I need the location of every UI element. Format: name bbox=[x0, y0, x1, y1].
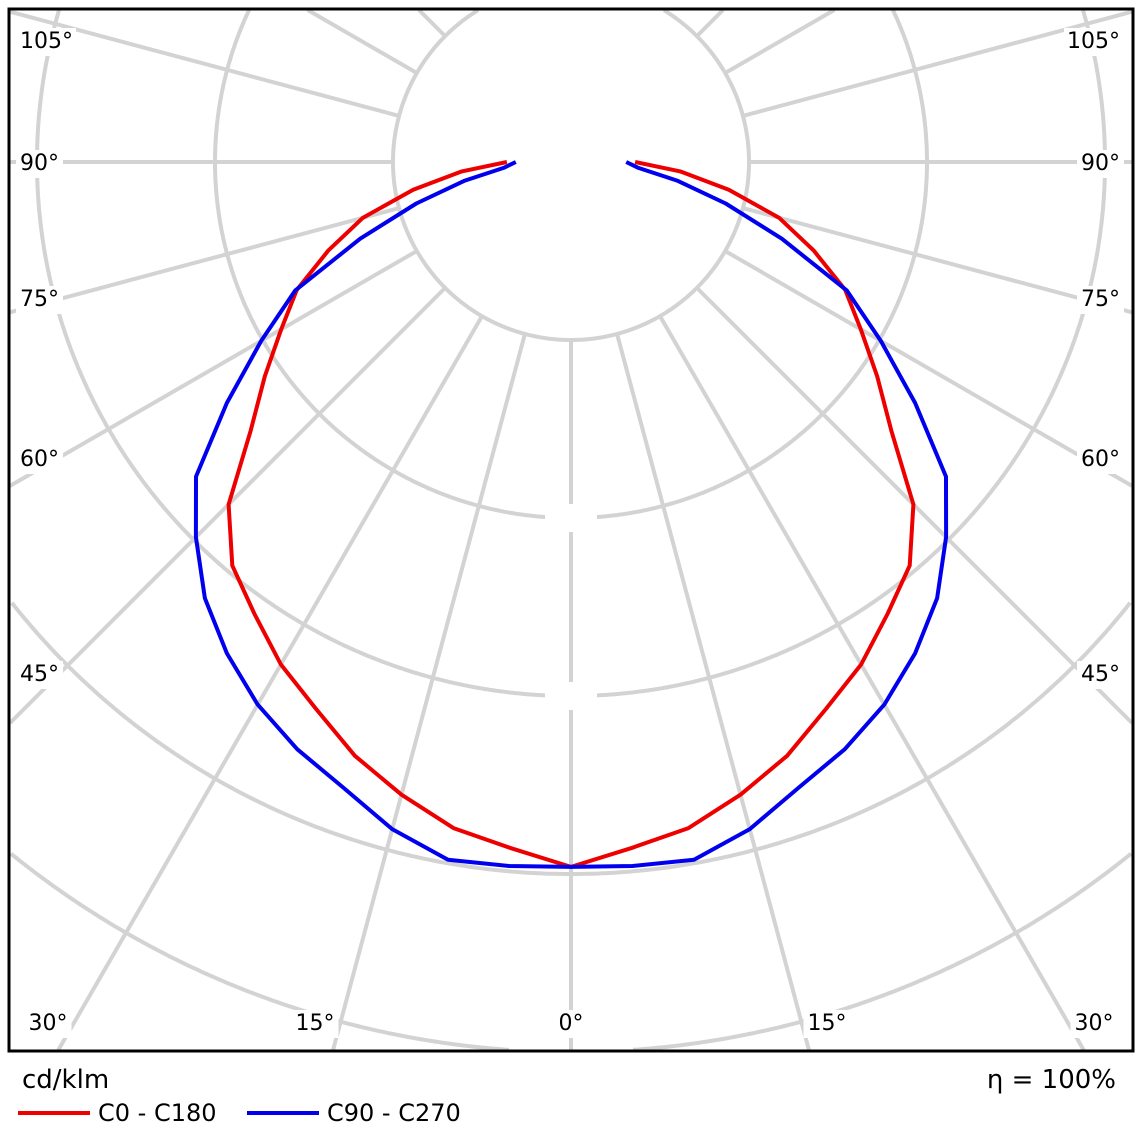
efficiency-label: η = 100% bbox=[986, 1065, 1116, 1095]
grid-spoke bbox=[615, 333, 811, 1051]
angle-label: 15° bbox=[808, 1011, 847, 1036]
angle-label-bg bbox=[291, 1010, 339, 1038]
angle-label-bg bbox=[24, 1010, 72, 1038]
grid-spoke bbox=[658, 315, 1086, 1051]
grid-ring bbox=[213, 9, 929, 520]
grid-ring bbox=[9, 852, 1133, 1052]
curves bbox=[193, 160, 949, 869]
angle-label-bg bbox=[1070, 1010, 1118, 1038]
angle-label: 15° bbox=[296, 1011, 335, 1036]
legend-item-c0-c180: C0 - C180 bbox=[18, 1100, 217, 1126]
angle-label-bg bbox=[554, 1010, 588, 1038]
angle-label: 0° bbox=[559, 1011, 584, 1036]
grid-spoke bbox=[417, 8, 447, 38]
ring-label-box bbox=[545, 682, 597, 710]
angle-labels: 105° 105° 90° 90° 75° 75° 60° 60° 45° 45° 30° 15° 0°… bbox=[16, 28, 1124, 1038]
angle-label: 30° bbox=[1075, 1011, 1114, 1036]
grid-spoke bbox=[306, 8, 418, 75]
grid-spoke bbox=[695, 8, 725, 38]
angle-label: 30° bbox=[29, 1011, 68, 1036]
angle-label-bg bbox=[1077, 286, 1124, 314]
angle-label-bg bbox=[16, 446, 63, 474]
series-curve-1 bbox=[193, 160, 949, 869]
angle-label: 90° bbox=[20, 151, 59, 176]
angle-label-bg bbox=[16, 286, 63, 314]
angle-label: 105° bbox=[20, 29, 73, 54]
angle-label-bg bbox=[16, 150, 63, 178]
unit-label: cd/klm bbox=[22, 1065, 110, 1095]
grid-spoke bbox=[56, 315, 484, 1052]
grid-spoke bbox=[9, 249, 418, 488]
grid-ring bbox=[10, 601, 1132, 876]
grid-spoke bbox=[9, 206, 400, 315]
angle-label: 60° bbox=[20, 447, 59, 472]
angle-label: 60° bbox=[1081, 447, 1120, 472]
legend-item-c90-c270: C90 - C270 bbox=[247, 1100, 461, 1126]
polar-grid bbox=[8, 8, 1134, 1052]
angle-label: 90° bbox=[1081, 151, 1120, 176]
angle-label: 75° bbox=[1081, 287, 1120, 312]
grid-spoke bbox=[724, 249, 1133, 488]
angle-label-bg bbox=[1077, 150, 1124, 178]
grid-spoke bbox=[742, 206, 1133, 315]
angle-label: 45° bbox=[20, 662, 59, 687]
angle-label-bg bbox=[803, 1010, 851, 1038]
legend-swatch-blue bbox=[247, 1111, 319, 1116]
grid-spoke bbox=[331, 333, 527, 1051]
angle-label: 45° bbox=[1081, 662, 1120, 687]
chart-frame bbox=[7, 7, 1135, 1053]
legend-label: C0 - C180 bbox=[98, 1099, 217, 1127]
angle-label-bg bbox=[1064, 28, 1124, 56]
angle-label: 105° bbox=[1067, 29, 1120, 54]
ring-label-box bbox=[545, 504, 597, 532]
angle-label: 75° bbox=[20, 287, 59, 312]
grid-spoke bbox=[724, 8, 836, 75]
angle-label-bg bbox=[1077, 446, 1124, 474]
grid-ring bbox=[391, 8, 751, 342]
legend-swatch-red bbox=[18, 1111, 90, 1116]
angle-label-bg bbox=[16, 28, 76, 56]
angle-label-bg bbox=[16, 661, 63, 689]
legend-label: C90 - C270 bbox=[327, 1099, 461, 1127]
angle-label-bg bbox=[1077, 661, 1124, 689]
